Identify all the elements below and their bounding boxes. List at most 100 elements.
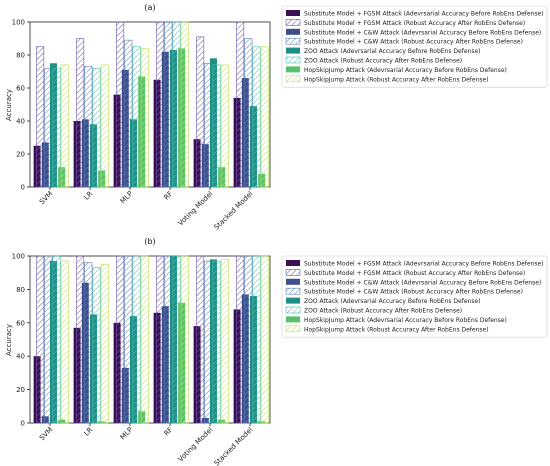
legend-label: HopSkipJump Attack (Robust Accuracy Afte… xyxy=(304,76,489,83)
bar-voting-model-series-1 xyxy=(196,255,205,424)
bar-svm-series-5 xyxy=(52,67,61,188)
x-tick-label: LR xyxy=(83,190,95,202)
x-tick-label: MLP xyxy=(119,190,135,206)
x-tick-label: RF xyxy=(162,190,174,202)
legend-label: Substitute Model + C&W Attack (Robust Ac… xyxy=(304,289,523,296)
x-tick-label: LR xyxy=(83,426,95,438)
legend-label: HopSkipJump Attack (Robust Accuracy Afte… xyxy=(304,326,489,333)
legend-label: Substitute Model + FGSM Attack (Adevrsar… xyxy=(304,261,544,268)
legend-swatch xyxy=(285,287,301,295)
legend-label: ZOO Attack (Adevrsarial Accuracy Before … xyxy=(304,298,480,305)
legend-swatch xyxy=(286,297,300,304)
bar-svm-series-5 xyxy=(52,255,61,424)
bar-stacked-model-series-5 xyxy=(252,255,261,424)
bar-voting-model-series-7 xyxy=(220,64,229,188)
x-tick-label: RF xyxy=(162,426,174,438)
x-tick-label: SVM xyxy=(38,426,54,442)
y-tick-label: 80 xyxy=(16,52,25,60)
bar-svm-series-1 xyxy=(36,46,45,188)
y-tick-label: 60 xyxy=(16,85,25,93)
bar-stacked-model-series-5 xyxy=(252,46,261,188)
y-tick-label: 60 xyxy=(16,319,25,327)
y-tick-label: 0 xyxy=(21,420,25,428)
x-tick-label: Stacked Model xyxy=(213,190,255,232)
y-tick-label: 40 xyxy=(16,118,25,126)
legend-swatch xyxy=(286,260,300,266)
bar-svm-series-7 xyxy=(60,64,69,188)
legend-swatch xyxy=(286,10,300,16)
legend-swatch xyxy=(285,19,301,26)
bar-layer-a xyxy=(33,21,269,188)
bar-stacked-model-series-7 xyxy=(260,255,269,424)
legend-box xyxy=(281,5,548,88)
legend-swatch xyxy=(285,37,301,45)
legend-swatch xyxy=(285,325,301,333)
legend-swatch xyxy=(285,56,301,64)
legend-box xyxy=(281,255,548,338)
legend-swatch xyxy=(286,66,300,73)
bar-mlp-series-7 xyxy=(140,255,149,424)
y-axis-label-a: Accuracy xyxy=(5,89,13,121)
x-tick-label: SVM xyxy=(38,190,54,206)
plot-frame-b xyxy=(29,255,271,424)
legend-label: Substitute Model + FGSM Attack (Adevrsar… xyxy=(304,11,544,18)
legend-swatch xyxy=(286,28,300,35)
bar-lr-series-5 xyxy=(92,67,101,188)
bar-svm-series-7 xyxy=(60,260,69,424)
y-tick-label: 0 xyxy=(21,184,25,192)
legend-swatch xyxy=(286,278,300,285)
bar-rf-series-7 xyxy=(180,21,189,188)
bar-voting-model-series-5 xyxy=(212,64,221,188)
legend-swatch xyxy=(285,306,301,314)
bar-lr-series-5 xyxy=(92,267,101,424)
bar-mlp-series-3 xyxy=(124,39,133,188)
bar-mlp-series-7 xyxy=(140,48,149,188)
x-tick-label: Voting Model xyxy=(177,190,215,228)
legend-a: Substitute Model + FGSM Attack (Adevrsar… xyxy=(281,5,548,88)
legend-label: ZOO Attack (Robust Accuracy After RobEns… xyxy=(304,308,462,315)
bar-mlp-series-5 xyxy=(132,255,141,424)
legend-label: HopSkipJump Attack (Adevrsarial Accuracy… xyxy=(304,317,507,324)
x-tick-label: Stacked Model xyxy=(213,426,255,466)
legend-label: Substitute Model + C&W Attack (Adevrsari… xyxy=(304,29,541,36)
chart-title-a: (a) xyxy=(144,3,155,12)
y-axis-label-b: Accuracy xyxy=(5,324,13,356)
bar-lr-series-7 xyxy=(100,264,109,424)
bar-mlp-series-1 xyxy=(116,255,125,424)
legend-swatch xyxy=(286,316,300,323)
y-tick-label: 80 xyxy=(16,286,25,294)
bar-voting-model-series-1 xyxy=(196,36,205,188)
y-tick-label: 20 xyxy=(16,386,25,394)
legend-label: Substitute Model + FGSM Attack (Robust A… xyxy=(304,270,525,277)
bar-svm-series-1 xyxy=(36,255,45,424)
chart-title-b: (b) xyxy=(144,237,155,246)
y-tick-label: 40 xyxy=(16,353,25,361)
y-tick-label: 100 xyxy=(12,19,25,27)
legend-label: Substitute Model + FGSM Attack (Robust A… xyxy=(304,20,525,27)
bar-lr-series-1 xyxy=(76,38,85,188)
legend-swatch xyxy=(285,269,301,276)
bar-voting-model-series-5 xyxy=(212,260,221,424)
x-tick-label: Voting Model xyxy=(177,426,215,464)
y-ticks-a: 0 20 40 60 80 100 xyxy=(12,19,30,192)
legend-label: Substitute Model + C&W Attack (Robust Ac… xyxy=(304,39,523,46)
x-tick-label: MLP xyxy=(119,426,135,442)
legend-label: Substitute Model + C&W Attack (Adevrsari… xyxy=(304,279,541,286)
legend-label: ZOO Attack (Adevrsarial Accuracy Before … xyxy=(304,48,480,55)
y-tick-label: 100 xyxy=(12,253,25,261)
bar-lr-series-7 xyxy=(100,64,109,188)
legend-swatch xyxy=(285,75,301,83)
legend-label: HopSkipJump Attack (Adevrsarial Accuracy… xyxy=(304,67,507,74)
legend-b: Substitute Model + FGSM Attack (Adevrsar… xyxy=(281,255,548,338)
legend-swatch xyxy=(286,47,300,54)
bar-voting-model-series-7 xyxy=(220,259,229,424)
bar-layer-b xyxy=(33,255,269,424)
plot-frame-a xyxy=(29,21,271,188)
y-ticks-b: 0 20 40 60 80 100 xyxy=(12,253,30,428)
bar-rf-series-7 xyxy=(180,255,189,424)
chart-panel-a: (a) Accuracy 0 20 40 60 80 100 SVM LR MLP RF Voti… xyxy=(5,3,548,232)
legend-label: ZOO Attack (Robust Accuracy After RobEns… xyxy=(304,58,462,65)
bar-stacked-model-series-7 xyxy=(260,46,269,188)
